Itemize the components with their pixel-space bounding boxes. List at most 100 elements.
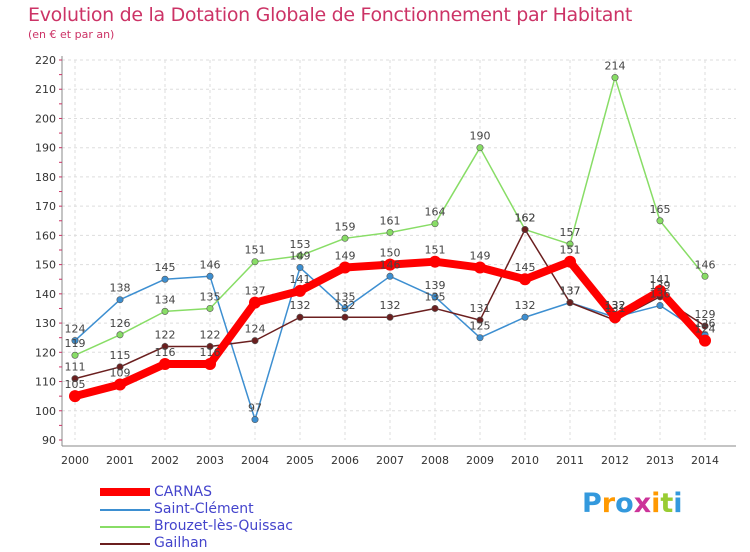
data-point <box>206 342 214 350</box>
y-tick-label: 200 <box>35 112 56 125</box>
data-point <box>161 307 169 315</box>
chart-subtitle: (en € et par an) <box>28 28 115 41</box>
y-tick-label: 180 <box>35 171 56 184</box>
data-point <box>431 293 439 301</box>
data-point <box>251 416 259 424</box>
logo-letter: P <box>582 488 602 519</box>
data-point <box>611 74 619 82</box>
data-point <box>521 313 529 321</box>
data-label: 132 <box>290 299 311 312</box>
data-label: 141 <box>650 273 671 286</box>
y-tick-label: 130 <box>35 317 56 330</box>
data-point <box>521 226 529 234</box>
data-point <box>114 378 126 391</box>
data-label: 139 <box>650 279 671 292</box>
data-point <box>71 351 79 359</box>
data-point <box>116 331 124 339</box>
data-point <box>204 358 216 370</box>
data-label: 132 <box>605 299 626 312</box>
x-tick-label: 2009 <box>466 454 494 467</box>
data-point <box>296 313 304 321</box>
data-label: 149 <box>290 250 311 263</box>
logo-letter: i <box>673 488 683 519</box>
data-point <box>699 334 711 347</box>
data-label: 150 <box>380 247 401 260</box>
data-label: 105 <box>65 378 86 391</box>
plot-area <box>62 56 736 440</box>
data-label: 137 <box>245 285 266 298</box>
data-label: 116 <box>200 346 221 359</box>
data-label: 115 <box>110 349 131 362</box>
data-point <box>431 304 439 312</box>
data-point <box>159 358 171 370</box>
data-label: 97 <box>248 402 262 415</box>
x-tick-label: 2003 <box>196 454 224 467</box>
data-point <box>341 234 349 242</box>
y-tick-label: 100 <box>35 405 56 418</box>
data-point <box>161 342 169 350</box>
x-tick-label: 2004 <box>241 454 269 467</box>
data-point <box>429 255 441 268</box>
data-point <box>431 220 439 228</box>
data-label: 124 <box>695 323 716 336</box>
proxiti-logo: Proxiti <box>582 488 683 519</box>
data-label: 137 <box>560 285 581 298</box>
data-label: 146 <box>200 258 221 271</box>
y-tick-label: 150 <box>35 259 56 272</box>
data-point <box>161 275 169 283</box>
data-label: 132 <box>380 299 401 312</box>
legend-swatch <box>100 526 150 528</box>
data-label: 132 <box>605 299 626 312</box>
y-tick-label: 140 <box>35 288 56 301</box>
data-point <box>251 258 259 266</box>
data-label: 109 <box>110 366 131 379</box>
x-tick-label: 2007 <box>376 454 404 467</box>
x-tick-label: 2013 <box>646 454 674 467</box>
data-point <box>656 217 664 225</box>
data-point <box>566 240 574 248</box>
data-label: 119 <box>65 337 86 350</box>
data-label: 151 <box>560 244 581 257</box>
data-point <box>654 284 666 297</box>
data-label: 149 <box>470 250 491 263</box>
data-point <box>701 272 709 280</box>
y-tick-label: 160 <box>35 229 56 242</box>
data-point <box>69 390 81 403</box>
data-point <box>206 304 214 312</box>
data-point <box>476 316 484 324</box>
data-label: 124 <box>65 323 86 336</box>
legend-swatch <box>100 488 150 496</box>
data-label: 136 <box>650 288 671 301</box>
data-point <box>386 228 394 236</box>
y-tick-label: 90 <box>42 434 56 447</box>
x-tick-label: 2012 <box>601 454 629 467</box>
legend-label: Brouzet-lès-Quissac <box>154 518 294 534</box>
x-tick-label: 2011 <box>556 454 584 467</box>
x-tick-label: 2014 <box>691 454 719 467</box>
data-label: 157 <box>560 226 581 239</box>
data-point <box>476 144 484 152</box>
data-point <box>296 252 304 260</box>
data-point <box>384 258 396 271</box>
data-label: 162 <box>515 212 536 225</box>
x-tick-label: 2010 <box>511 454 539 467</box>
data-point <box>386 313 394 321</box>
logo-letter: i <box>651 488 661 519</box>
data-label: 214 <box>605 60 626 73</box>
data-label: 135 <box>425 290 446 303</box>
chart-title: Evolution de la Dotation Globale de Fonc… <box>28 4 633 26</box>
data-label: 134 <box>155 293 176 306</box>
data-label: 151 <box>425 244 446 257</box>
data-label: 129 <box>695 308 716 321</box>
data-label: 146 <box>695 258 716 271</box>
data-point <box>609 311 621 324</box>
data-label: 153 <box>290 238 311 251</box>
data-point <box>296 264 304 272</box>
data-point <box>294 284 306 297</box>
data-point <box>519 273 531 286</box>
data-label: 164 <box>425 206 446 219</box>
data-label: 149 <box>335 250 356 263</box>
data-point <box>116 296 124 304</box>
data-label: 135 <box>200 290 221 303</box>
data-point <box>251 337 259 345</box>
